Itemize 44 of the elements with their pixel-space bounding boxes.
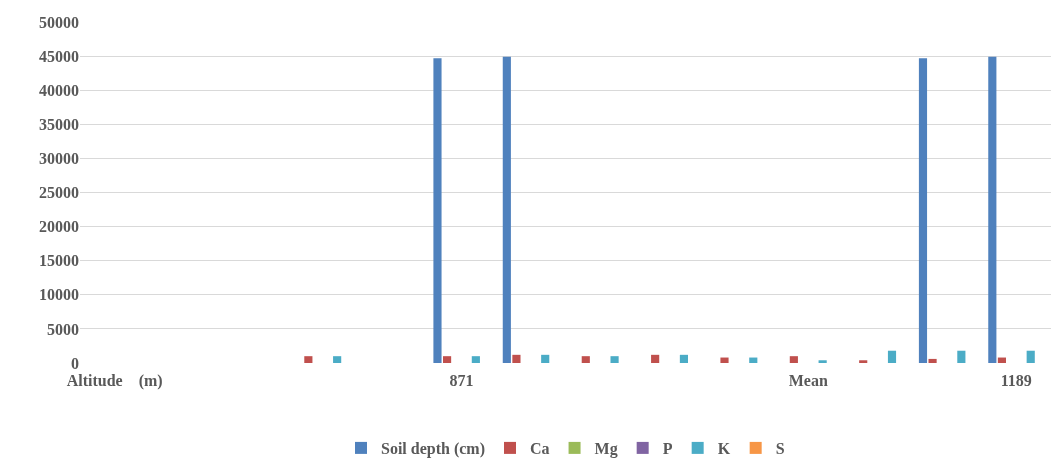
legend-label: Soil depth (cm) [381, 440, 485, 459]
x-tick-label: Mean [788, 372, 828, 389]
bar [512, 354, 521, 363]
bar [749, 357, 758, 363]
legend-label: K [717, 440, 731, 458]
y-tick-label: 5000 [47, 320, 79, 338]
bar [304, 356, 313, 363]
bar [433, 58, 442, 363]
bar [928, 358, 937, 363]
x-tick-label: Altitude (m) [66, 372, 163, 390]
y-tick-label: 10000 [39, 286, 79, 304]
y-tick-label: 25000 [39, 184, 79, 202]
y-tick-label: 0 [71, 354, 79, 372]
bar [1026, 350, 1035, 363]
y-tick-label: 30000 [39, 150, 79, 167]
y-tick-label: 50000 [39, 13, 79, 31]
bar [581, 356, 590, 363]
legend-label: Mg [594, 440, 618, 459]
legend-label: S [775, 440, 785, 458]
bar [541, 354, 550, 363]
y-tick-label: 40000 [39, 81, 79, 99]
y-tick-label: 35000 [39, 115, 79, 133]
y-tick-label: 45000 [39, 47, 79, 65]
y-tick-label: 15000 [39, 252, 79, 270]
y-tick-label: 20000 [39, 218, 79, 236]
bar [443, 356, 452, 363]
bar [957, 350, 966, 363]
bar [859, 360, 868, 363]
x-tick-label: 871 [449, 372, 474, 389]
bar [471, 356, 480, 363]
x-tick-label: 1189 [1000, 372, 1032, 389]
bar [887, 350, 897, 363]
bar [789, 356, 798, 363]
bar [610, 356, 619, 363]
bar [502, 56, 511, 363]
bar [720, 357, 729, 363]
bar [918, 58, 928, 363]
bar [651, 354, 660, 363]
bar [679, 354, 688, 363]
bar [333, 356, 342, 363]
bar [988, 56, 997, 363]
bar [818, 360, 827, 363]
legend-label: P [662, 440, 673, 458]
legend-label: Ca [530, 440, 550, 458]
